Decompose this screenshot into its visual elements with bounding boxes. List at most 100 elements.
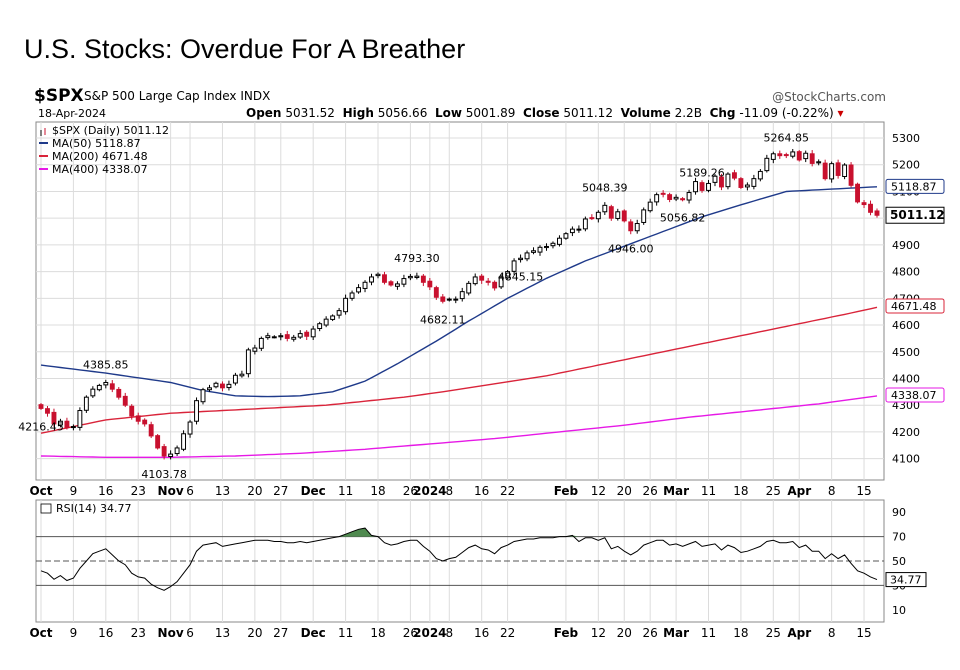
candle-body <box>777 153 783 157</box>
price-annotation: 5048.39 <box>582 181 628 194</box>
candle-body <box>680 198 686 201</box>
rsi-y-tick-label: 70 <box>892 531 906 544</box>
candle-body <box>505 271 511 279</box>
x-tick-label: 13 <box>215 484 230 498</box>
rsi-x-tick-label: 26 <box>643 626 658 640</box>
rsi-x-tick-label: 12 <box>591 626 606 640</box>
y-tick-label: 4800 <box>892 266 920 279</box>
candle-body <box>401 278 407 285</box>
low-label: Low <box>434 106 462 120</box>
candle-body <box>498 276 504 288</box>
rsi-x-tick-label: 25 <box>766 626 781 640</box>
candle-body <box>407 275 413 279</box>
rsi-x-tick-label: Dec <box>301 626 326 640</box>
candle-body <box>103 381 109 386</box>
x-tick-label: 11 <box>701 484 716 498</box>
candle-body <box>608 206 614 219</box>
rsi-x-tick-label: 8 <box>445 626 453 640</box>
candle-body <box>330 315 336 320</box>
candle-body <box>135 415 141 422</box>
candle-body <box>479 275 485 281</box>
candle-body <box>848 164 854 186</box>
chg-label: Chg <box>709 106 736 120</box>
price-annotation: 4946.00 <box>608 243 654 256</box>
x-tick-label: 18 <box>370 484 385 498</box>
candle-body <box>168 453 174 457</box>
moving-average-line <box>40 306 878 434</box>
y-tick-label: 4500 <box>892 346 920 359</box>
rsi-x-tick-label: 20 <box>247 626 262 640</box>
candle-body <box>122 395 128 406</box>
x-tick-label: 18 <box>733 484 748 498</box>
x-tick-label: 16 <box>98 484 113 498</box>
candle-body <box>628 221 634 232</box>
candle-body <box>77 410 83 428</box>
ma-value-tag <box>885 298 945 314</box>
candle-body <box>323 318 329 326</box>
x-tick-label: Oct <box>29 484 52 498</box>
page-title: U.S. Stocks: Overdue For A Breather <box>24 34 466 64</box>
rsi-x-tick-label: 23 <box>131 626 146 640</box>
candle-body <box>589 217 595 220</box>
x-tick-label: 9 <box>70 484 78 498</box>
candle-body <box>660 192 666 195</box>
candle-body <box>148 424 154 437</box>
rsi-line <box>40 527 878 591</box>
x-tick-label: 26 <box>403 484 418 498</box>
candle-body <box>155 435 161 449</box>
candle-body <box>96 384 102 391</box>
candle-body <box>414 275 420 278</box>
x-tick-label: 20 <box>617 484 632 498</box>
rsi-x-tick-label: 20 <box>617 626 632 640</box>
candle-body <box>757 170 763 180</box>
legend-entry: MA(50) 5118.87 <box>52 137 141 150</box>
moving-average-line <box>40 186 878 398</box>
candle-body <box>207 387 212 391</box>
rsi-value-tag <box>885 572 927 588</box>
candle-body <box>200 389 206 403</box>
rsi-legend-icon <box>40 503 52 514</box>
ma-value-label: 4338.07 <box>891 389 937 402</box>
candle-body <box>252 347 258 352</box>
price-annotation: 4385.85 <box>83 358 129 371</box>
rsi-y-tick-label: 50 <box>892 555 906 568</box>
rsi-y-tick-label: 90 <box>892 506 906 519</box>
close-value: 5011.12 <box>563 106 613 120</box>
candle-body <box>349 292 355 299</box>
rsi-x-tick-label: 18 <box>733 626 748 640</box>
rsi-x-tick-label: 13 <box>215 626 230 640</box>
candle-body <box>557 237 562 245</box>
ma-value-tag <box>885 178 945 194</box>
y-tick-label: 5200 <box>892 159 920 172</box>
ohlc-summary: Open 5031.52 High 5056.66 Low 5001.89 Cl… <box>246 106 844 120</box>
y-tick-label: 4400 <box>892 372 920 385</box>
rsi-x-tick-label: 9 <box>70 626 78 640</box>
price-annotation: 4103.78 <box>141 468 187 481</box>
rsi-x-tick-label: 11 <box>338 626 353 640</box>
open-label: Open <box>246 106 282 120</box>
x-tick-label: 2024 <box>413 484 446 498</box>
candle-body <box>511 260 517 272</box>
candle-body <box>90 388 96 397</box>
high-label: High <box>342 106 374 120</box>
brand-label: @StockCharts.com <box>772 90 886 104</box>
candle-body <box>634 223 640 232</box>
candle-body <box>174 447 180 455</box>
last-price-label: 5011.12 <box>890 208 945 222</box>
legend-entry: $SPX (Daily) 5011.12 <box>52 124 169 137</box>
low-value: 5001.89 <box>465 106 516 120</box>
candle-body <box>317 323 323 330</box>
x-tick-label: Dec <box>301 484 326 498</box>
candle-body <box>369 276 374 283</box>
index-name: S&P 500 Large Cap Index INDX <box>84 89 270 103</box>
candle-body <box>725 173 731 188</box>
x-tick-label: Feb <box>554 484 579 498</box>
close-label: Close <box>523 106 560 120</box>
candle-body <box>375 273 381 277</box>
candle-body <box>861 202 867 206</box>
candle-body <box>518 257 524 261</box>
x-tick-label: 16 <box>474 484 489 498</box>
candle-body <box>362 281 368 289</box>
